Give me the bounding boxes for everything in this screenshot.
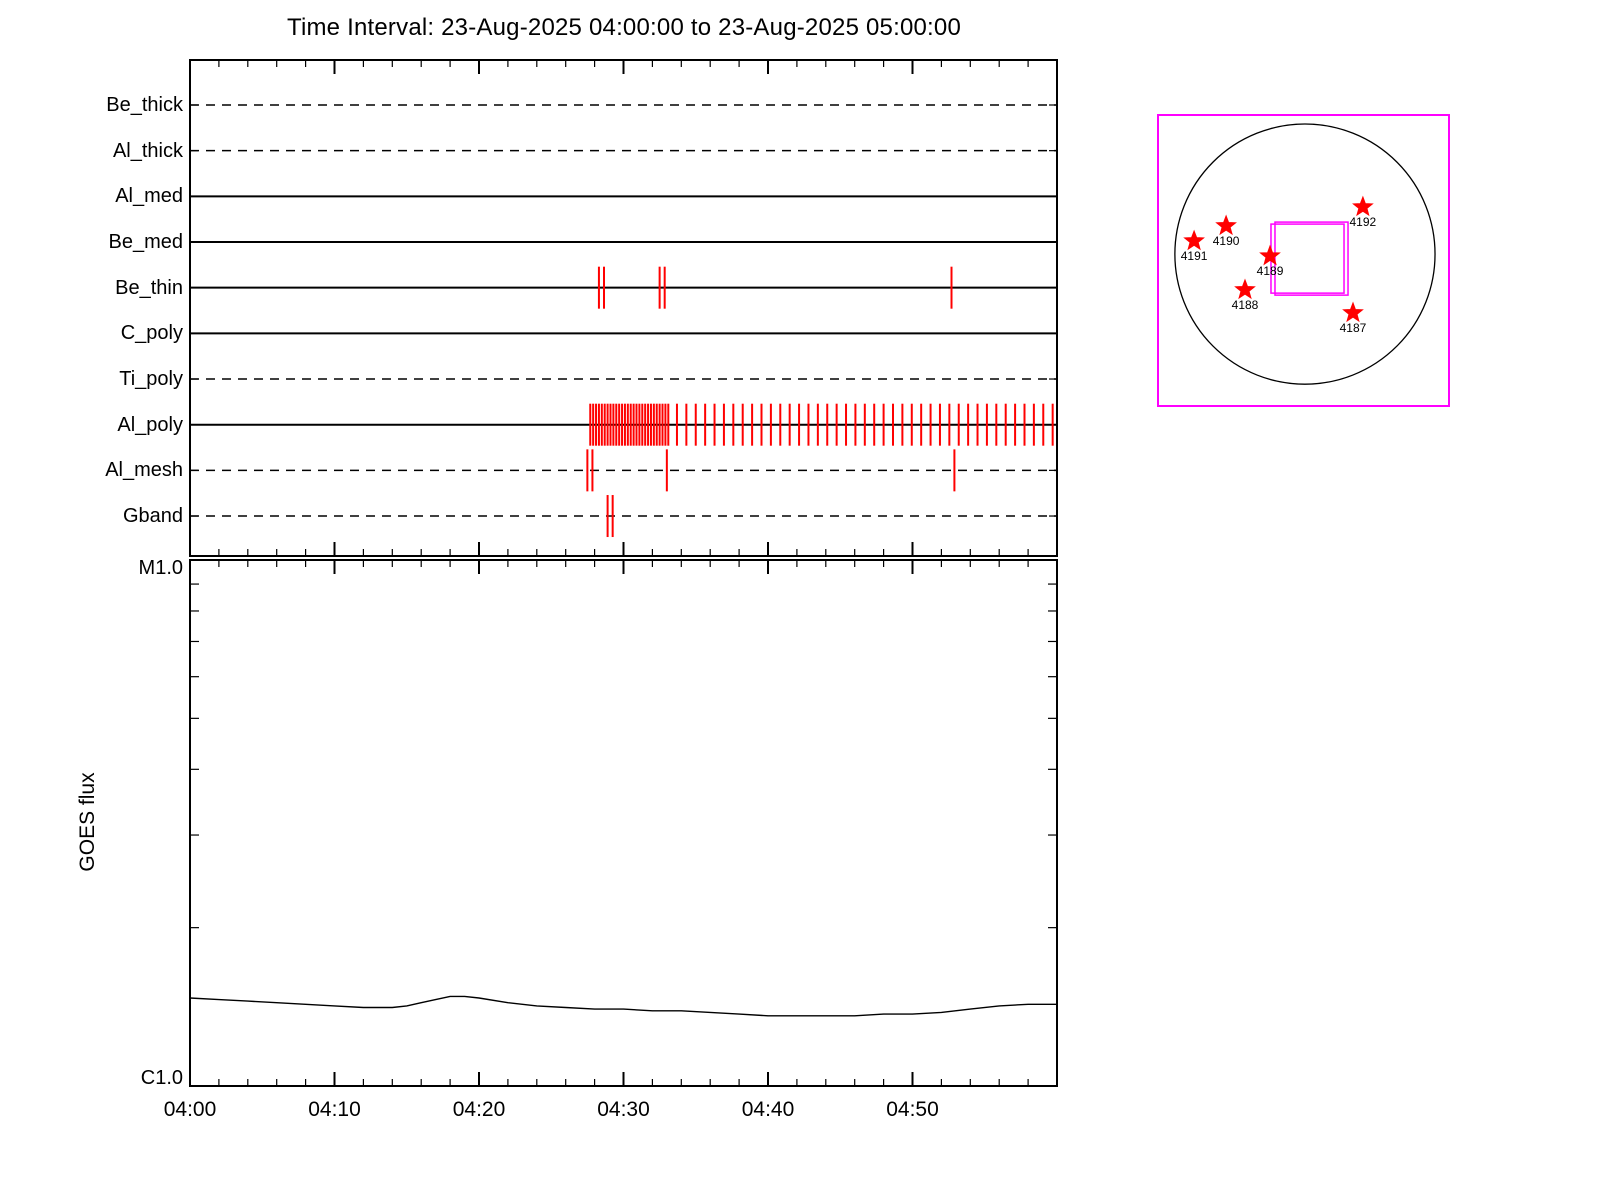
xtick-label: 04:50: [886, 1098, 939, 1121]
active-region-star: [1352, 195, 1374, 217]
xtick-label: 04:00: [163, 1098, 217, 1121]
active-region-label: 4192: [1349, 214, 1377, 229]
xtick-label: 04:40: [741, 1098, 795, 1121]
ytick-label-m1: M1.0: [138, 557, 183, 579]
filter-row-label: Al_med: [115, 185, 183, 208]
active-region-star: [1259, 244, 1281, 266]
ytick-label-c1: C1.0: [140, 1067, 183, 1089]
active-region-star: [1342, 301, 1364, 323]
active-region-label: 4191: [1180, 249, 1208, 263]
xtick-label: 04:10: [308, 1098, 361, 1121]
active-region-label: 4187: [1339, 320, 1367, 335]
goes-panel-frame: [189, 559, 1058, 1087]
xtick-label: 04:20: [452, 1098, 506, 1121]
active-region-label: 4189: [1256, 264, 1284, 279]
filter-row-label: Ti_poly: [119, 368, 183, 391]
xtick-label: 04:30: [597, 1098, 650, 1121]
filter-row-label: Gband: [122, 505, 183, 528]
active-region-star: [1234, 278, 1256, 300]
plot-title: Time Interval: 23-Aug-2025 04:00:00 to 2…: [286, 14, 962, 41]
filter-row-label: Be_thin: [115, 276, 183, 299]
goes-flux-line: [189, 995, 1057, 1017]
filter-row-label: Be_med: [108, 231, 184, 253]
solar-disk-circle: [1174, 123, 1436, 385]
filter-row-label: Be_thick: [106, 94, 183, 116]
filter-row-label: Al_poly: [117, 413, 183, 436]
filter-row-label: Al_mesh: [105, 459, 183, 482]
active-region-star: [1183, 229, 1205, 251]
fov-box: [1274, 221, 1349, 296]
active-region-label: 4188: [1231, 297, 1259, 312]
timeline-panel-frame: [189, 59, 1058, 557]
active-region-star: [1215, 214, 1237, 236]
fov-box-inner: [1270, 223, 1345, 294]
filter-row-label: Al_thick: [112, 139, 183, 162]
goes-flux-axis-label: GOES flux: [76, 772, 99, 872]
filter-row-label: C_poly: [120, 322, 183, 345]
inset-frame: [1157, 114, 1450, 407]
active-region-label: 4190: [1212, 233, 1240, 248]
